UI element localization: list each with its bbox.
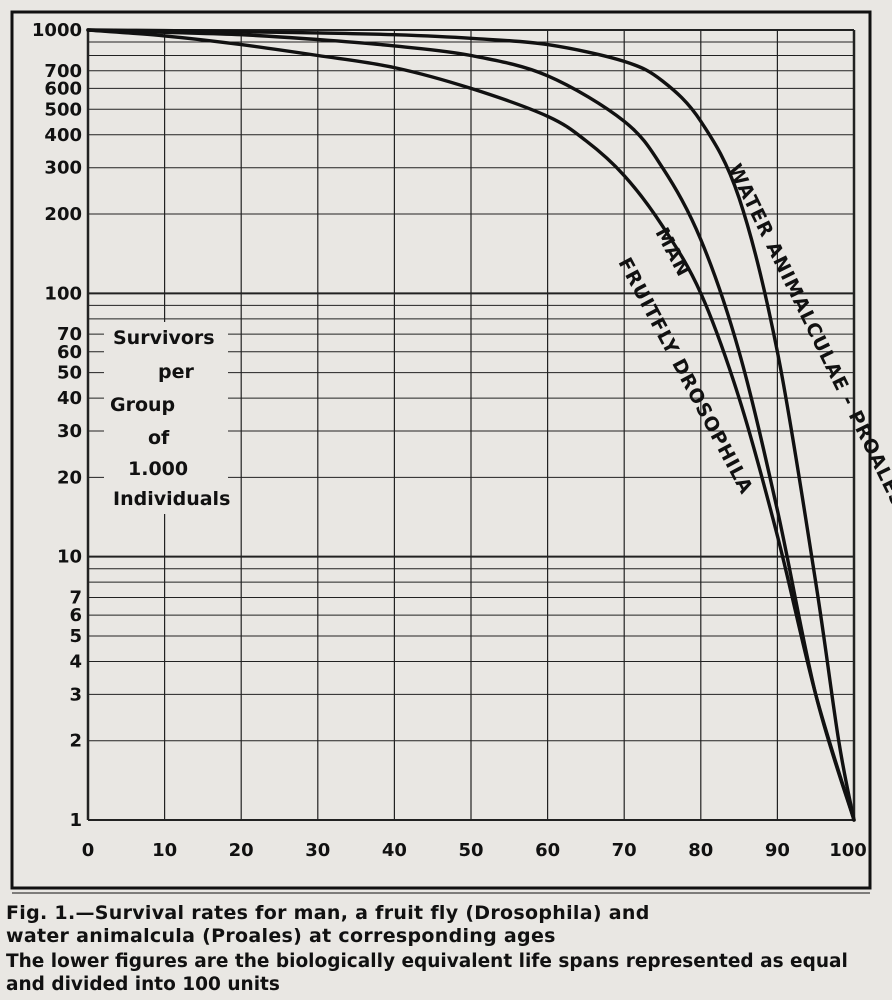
chart-svg: 1234567102030405060701002003004005006007…: [10, 10, 892, 894]
caption-line-2: water animalcula (Proales) at correspond…: [6, 925, 556, 947]
x-tick-label: 0: [82, 840, 95, 861]
y-label-line: 1.000: [128, 458, 188, 480]
y-tick-label: 10: [57, 547, 82, 568]
series-line-man: [86, 28, 856, 822]
series-line-fruitfly: [86, 28, 856, 822]
caption-line-3: The lower figures are the biologically e…: [6, 951, 848, 995]
series-label-fruitfly: FRUITFLY DROSOPHILA: [614, 254, 758, 498]
y-tick-label: 70: [57, 324, 82, 345]
y-tick-label: 1000: [32, 20, 82, 41]
series-line-proales: [86, 28, 856, 822]
y-tick-label: 700: [44, 61, 82, 82]
x-tick-label: 60: [535, 840, 560, 861]
y-tick-label: 2: [69, 731, 82, 752]
y-tick-label: 7: [69, 587, 82, 608]
x-tick-label: 40: [382, 840, 407, 861]
y-tick-label: 600: [44, 78, 82, 99]
y-tick-label: 30: [57, 421, 82, 442]
outer-frame: [10, 10, 872, 890]
y-label-backdrop: [104, 322, 228, 514]
y-tick-label: 3: [69, 684, 82, 705]
x-tick-label: 30: [305, 840, 330, 861]
y-label-line: per: [158, 361, 194, 383]
x-tick-label: 80: [688, 840, 713, 861]
y-label-line: Individuals: [113, 488, 230, 510]
y-tick-label: 500: [44, 99, 82, 120]
y-tick-label: 4: [69, 651, 82, 672]
y-label-line: of: [148, 427, 170, 449]
figure-caption: Fig. 1.—Survival rates for man, a fruit …: [6, 902, 886, 996]
series-label-man: MAN: [651, 224, 695, 281]
y-tick-label: 6: [69, 605, 82, 626]
x-tick-label: 50: [458, 840, 483, 861]
x-tick-label: 70: [612, 840, 637, 861]
y-tick-label: 60: [57, 342, 82, 363]
y-tick-label: 40: [57, 388, 82, 409]
y-tick-label: 300: [44, 158, 82, 179]
x-tick-label: 20: [229, 840, 254, 861]
caption-line-1: Fig. 1.—Survival rates for man, a fruit …: [6, 902, 650, 924]
y-tick-label: 100: [44, 283, 82, 304]
y-tick-label: 20: [57, 467, 82, 488]
y-label-line: Survivors: [113, 327, 215, 349]
y-tick-label: 50: [57, 363, 82, 384]
y-label-line: Group: [110, 394, 175, 416]
curve-layer: [86, 28, 856, 822]
y-tick-label: 200: [44, 204, 82, 225]
x-tick-label: 90: [765, 840, 790, 861]
y-tick-label: 1: [69, 810, 82, 831]
series-label-proales: WATER ANIMALCULAE - PROALES: [724, 161, 892, 511]
y-tick-label: 5: [69, 626, 82, 647]
y-tick-label: 400: [44, 125, 82, 146]
x-tick-label: 100: [829, 840, 867, 861]
x-tick-label: 10: [152, 840, 177, 861]
